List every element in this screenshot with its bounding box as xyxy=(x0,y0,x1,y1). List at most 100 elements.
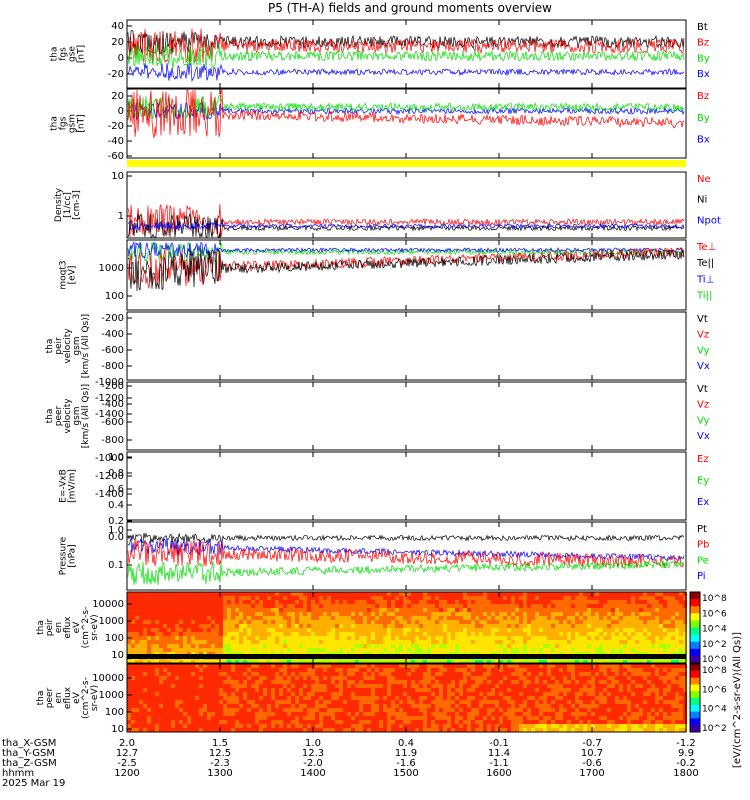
heatmap-cell xyxy=(327,724,331,728)
heatmap-cell xyxy=(607,720,611,724)
heatmap-cell xyxy=(499,720,503,724)
heatmap-cell xyxy=(183,612,187,616)
heatmap-cell xyxy=(583,636,587,640)
heatmap-cell xyxy=(515,648,519,652)
heatmap-cell xyxy=(339,628,343,632)
heatmap-cell xyxy=(267,624,271,628)
heatmap-cell xyxy=(187,628,191,632)
heatmap-cell xyxy=(347,632,351,636)
heatmap-cell xyxy=(199,600,203,604)
heatmap-cell xyxy=(227,680,231,684)
heatmap-cell xyxy=(307,712,311,716)
heatmap-cell xyxy=(631,608,635,612)
heatmap-cell xyxy=(539,608,543,612)
heatmap-cell xyxy=(471,704,475,708)
heatmap-cell xyxy=(595,640,599,644)
heatmap-cell xyxy=(339,664,343,668)
heatmap-cell xyxy=(131,644,135,648)
heatmap-cell xyxy=(263,716,267,720)
heatmap-cell xyxy=(587,720,591,724)
heatmap-cell xyxy=(251,608,255,612)
heatmap-cell xyxy=(551,616,555,620)
heatmap-cell xyxy=(415,612,419,616)
heatmap-cell xyxy=(599,620,603,624)
heatmap-cell xyxy=(495,672,499,676)
heatmap-cell xyxy=(127,644,131,648)
heatmap-cell xyxy=(159,592,163,596)
heatmap-cell xyxy=(231,696,235,700)
heatmap-cell xyxy=(483,716,487,720)
heatmap-cell xyxy=(407,648,411,652)
heatmap-cell xyxy=(495,660,499,664)
heatmap-cell xyxy=(275,660,279,664)
heatmap-cell xyxy=(459,596,463,600)
heatmap-cell xyxy=(419,720,423,724)
heatmap-cell xyxy=(363,600,367,604)
heatmap-cell xyxy=(451,712,455,716)
heatmap-cell xyxy=(155,632,159,636)
heatmap-cell xyxy=(651,636,655,640)
heatmap-cell xyxy=(375,604,379,608)
heatmap-cell xyxy=(371,612,375,616)
heatmap-cell xyxy=(311,708,315,712)
heatmap-cell xyxy=(175,680,179,684)
heatmap-cell xyxy=(347,716,351,720)
heatmap-cell xyxy=(355,620,359,624)
heatmap-cell xyxy=(567,596,571,600)
heatmap-cell xyxy=(327,692,331,696)
heatmap-cell xyxy=(619,592,623,596)
heatmap-cell xyxy=(371,688,375,692)
heatmap-cell xyxy=(391,724,395,728)
heatmap-cell xyxy=(375,728,379,732)
heatmap-cell xyxy=(623,604,627,608)
heatmap-cell xyxy=(259,700,263,704)
heatmap-cell xyxy=(591,600,595,604)
heatmap-cell xyxy=(663,628,667,632)
heatmap-cell xyxy=(463,616,467,620)
heatmap-cell xyxy=(551,592,555,596)
heatmap-cell xyxy=(195,672,199,676)
heatmap-cell xyxy=(567,684,571,688)
heatmap-cell xyxy=(203,644,207,648)
heatmap-cell xyxy=(607,628,611,632)
heatmap-cell xyxy=(595,684,599,688)
heatmap-cell xyxy=(387,696,391,700)
heatmap-cell xyxy=(339,704,343,708)
heatmap-cell xyxy=(535,596,539,600)
heatmap-cell xyxy=(667,604,671,608)
heatmap-cell xyxy=(331,664,335,668)
heatmap-cell xyxy=(163,636,167,640)
heatmap-cell xyxy=(467,624,471,628)
heatmap-cell xyxy=(323,644,327,648)
heatmap-cell xyxy=(383,604,387,608)
heatmap-cell xyxy=(171,648,175,652)
heatmap-cell xyxy=(599,592,603,596)
heatmap-cell xyxy=(491,676,495,680)
heatmap-cell xyxy=(419,664,423,668)
heatmap-cell xyxy=(531,636,535,640)
heatmap-cell xyxy=(423,680,427,684)
heatmap-cell xyxy=(239,712,243,716)
heatmap-cell xyxy=(179,716,183,720)
y-tick-label: 0.8 xyxy=(108,468,124,479)
heatmap-cell xyxy=(587,604,591,608)
heatmap-cell xyxy=(199,632,203,636)
heatmap-cell xyxy=(375,664,379,668)
heatmap-cell xyxy=(435,692,439,696)
heatmap-cell xyxy=(563,720,567,724)
heatmap-cell xyxy=(503,696,507,700)
heatmap-cell xyxy=(647,644,651,648)
heatmap-cell xyxy=(479,716,483,720)
heatmap-cell xyxy=(131,724,135,728)
heatmap-cell xyxy=(435,608,439,612)
heatmap-cell xyxy=(343,688,347,692)
heatmap-cell xyxy=(675,636,679,640)
heatmap-cell xyxy=(575,688,579,692)
heatmap-cell xyxy=(323,688,327,692)
heatmap-cell xyxy=(631,600,635,604)
heatmap-cell xyxy=(603,592,607,596)
heatmap-cell xyxy=(379,724,383,728)
heatmap-cell xyxy=(567,640,571,644)
heatmap-cell xyxy=(463,632,467,636)
heatmap-cell xyxy=(243,672,247,676)
